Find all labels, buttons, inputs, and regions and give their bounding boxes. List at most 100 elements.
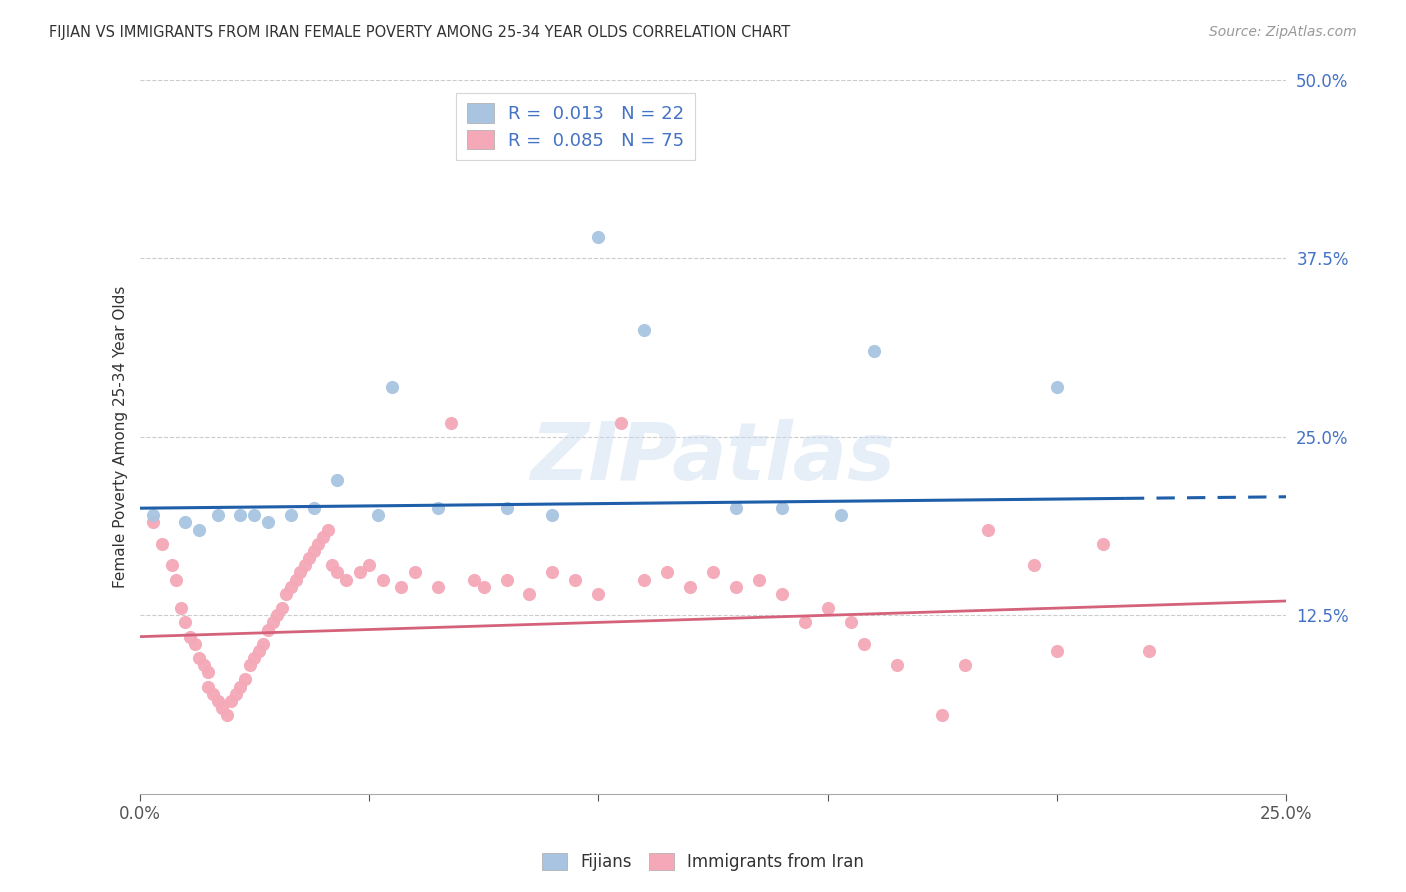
Point bbox=[1091, 537, 1114, 551]
Point bbox=[197, 680, 219, 694]
Point bbox=[215, 708, 238, 723]
Point bbox=[243, 651, 266, 665]
Point bbox=[280, 508, 302, 523]
Point bbox=[247, 644, 270, 658]
Point bbox=[770, 501, 793, 516]
Point bbox=[243, 508, 266, 523]
Point bbox=[679, 580, 702, 594]
Point bbox=[288, 566, 311, 580]
Point bbox=[229, 508, 252, 523]
Point bbox=[142, 508, 165, 523]
Point bbox=[152, 537, 174, 551]
Point bbox=[748, 573, 770, 587]
Point bbox=[1137, 644, 1160, 658]
Point bbox=[160, 558, 183, 573]
Point bbox=[588, 587, 610, 601]
Point bbox=[381, 380, 404, 394]
Point bbox=[193, 658, 215, 673]
Point bbox=[188, 523, 211, 537]
Point bbox=[326, 566, 349, 580]
Point bbox=[655, 566, 678, 580]
Point bbox=[316, 523, 339, 537]
Legend: Fijians, Immigrants from Iran: Fijians, Immigrants from Iran bbox=[534, 845, 872, 880]
Point bbox=[326, 473, 349, 487]
Point bbox=[770, 587, 793, 601]
Point bbox=[472, 580, 495, 594]
Point bbox=[793, 615, 815, 630]
Point bbox=[564, 573, 586, 587]
Text: ZIPatlas: ZIPatlas bbox=[530, 419, 896, 497]
Point bbox=[724, 580, 747, 594]
Point bbox=[404, 566, 426, 580]
Point bbox=[588, 230, 610, 244]
Point bbox=[174, 516, 197, 530]
Point bbox=[225, 687, 247, 701]
Point bbox=[389, 580, 412, 594]
Point bbox=[1024, 558, 1046, 573]
Point bbox=[977, 523, 1000, 537]
Point bbox=[955, 658, 977, 673]
Point bbox=[197, 665, 219, 680]
Point bbox=[188, 651, 211, 665]
Point bbox=[371, 573, 394, 587]
Point bbox=[1046, 380, 1069, 394]
Point bbox=[853, 637, 876, 651]
Point bbox=[426, 501, 449, 516]
Point bbox=[179, 630, 201, 644]
Text: Source: ZipAtlas.com: Source: ZipAtlas.com bbox=[1209, 25, 1357, 39]
Point bbox=[270, 601, 292, 615]
Point bbox=[294, 558, 316, 573]
Point bbox=[280, 580, 302, 594]
Point bbox=[931, 708, 953, 723]
Point bbox=[165, 573, 187, 587]
Point bbox=[302, 544, 325, 558]
Y-axis label: Female Poverty Among 25-34 Year Olds: Female Poverty Among 25-34 Year Olds bbox=[114, 285, 128, 588]
Point bbox=[266, 608, 288, 623]
Point bbox=[284, 573, 307, 587]
Point bbox=[541, 508, 564, 523]
Point bbox=[495, 573, 517, 587]
Point bbox=[207, 694, 229, 708]
Point bbox=[312, 530, 335, 544]
Point bbox=[302, 501, 325, 516]
Point bbox=[702, 566, 724, 580]
Point bbox=[357, 558, 380, 573]
Point bbox=[219, 694, 242, 708]
Point bbox=[495, 501, 517, 516]
Point bbox=[335, 573, 357, 587]
Point bbox=[367, 508, 389, 523]
Point bbox=[839, 615, 862, 630]
Point bbox=[426, 580, 449, 594]
Point bbox=[276, 587, 298, 601]
Point bbox=[252, 637, 274, 651]
Point bbox=[1046, 644, 1069, 658]
Point bbox=[349, 566, 371, 580]
Point bbox=[239, 658, 262, 673]
Point bbox=[440, 416, 463, 430]
Point bbox=[830, 508, 852, 523]
Point bbox=[183, 637, 205, 651]
Point bbox=[817, 601, 839, 615]
Point bbox=[610, 416, 633, 430]
Point bbox=[142, 516, 165, 530]
Point bbox=[174, 615, 197, 630]
Point bbox=[724, 501, 747, 516]
Point bbox=[229, 680, 252, 694]
Point bbox=[170, 601, 193, 615]
Point bbox=[519, 587, 541, 601]
Point bbox=[463, 573, 485, 587]
Point bbox=[307, 537, 329, 551]
Text: FIJIAN VS IMMIGRANTS FROM IRAN FEMALE POVERTY AMONG 25-34 YEAR OLDS CORRELATION : FIJIAN VS IMMIGRANTS FROM IRAN FEMALE PO… bbox=[49, 25, 790, 40]
Point bbox=[211, 701, 233, 715]
Point bbox=[886, 658, 908, 673]
Point bbox=[257, 516, 280, 530]
Point bbox=[321, 558, 343, 573]
Point bbox=[257, 623, 280, 637]
Point bbox=[262, 615, 284, 630]
Point bbox=[633, 323, 655, 337]
Legend: R =  0.013   N = 22, R =  0.085   N = 75: R = 0.013 N = 22, R = 0.085 N = 75 bbox=[456, 93, 695, 161]
Point bbox=[862, 344, 884, 359]
Point bbox=[298, 551, 321, 566]
Point bbox=[207, 508, 229, 523]
Point bbox=[233, 673, 256, 687]
